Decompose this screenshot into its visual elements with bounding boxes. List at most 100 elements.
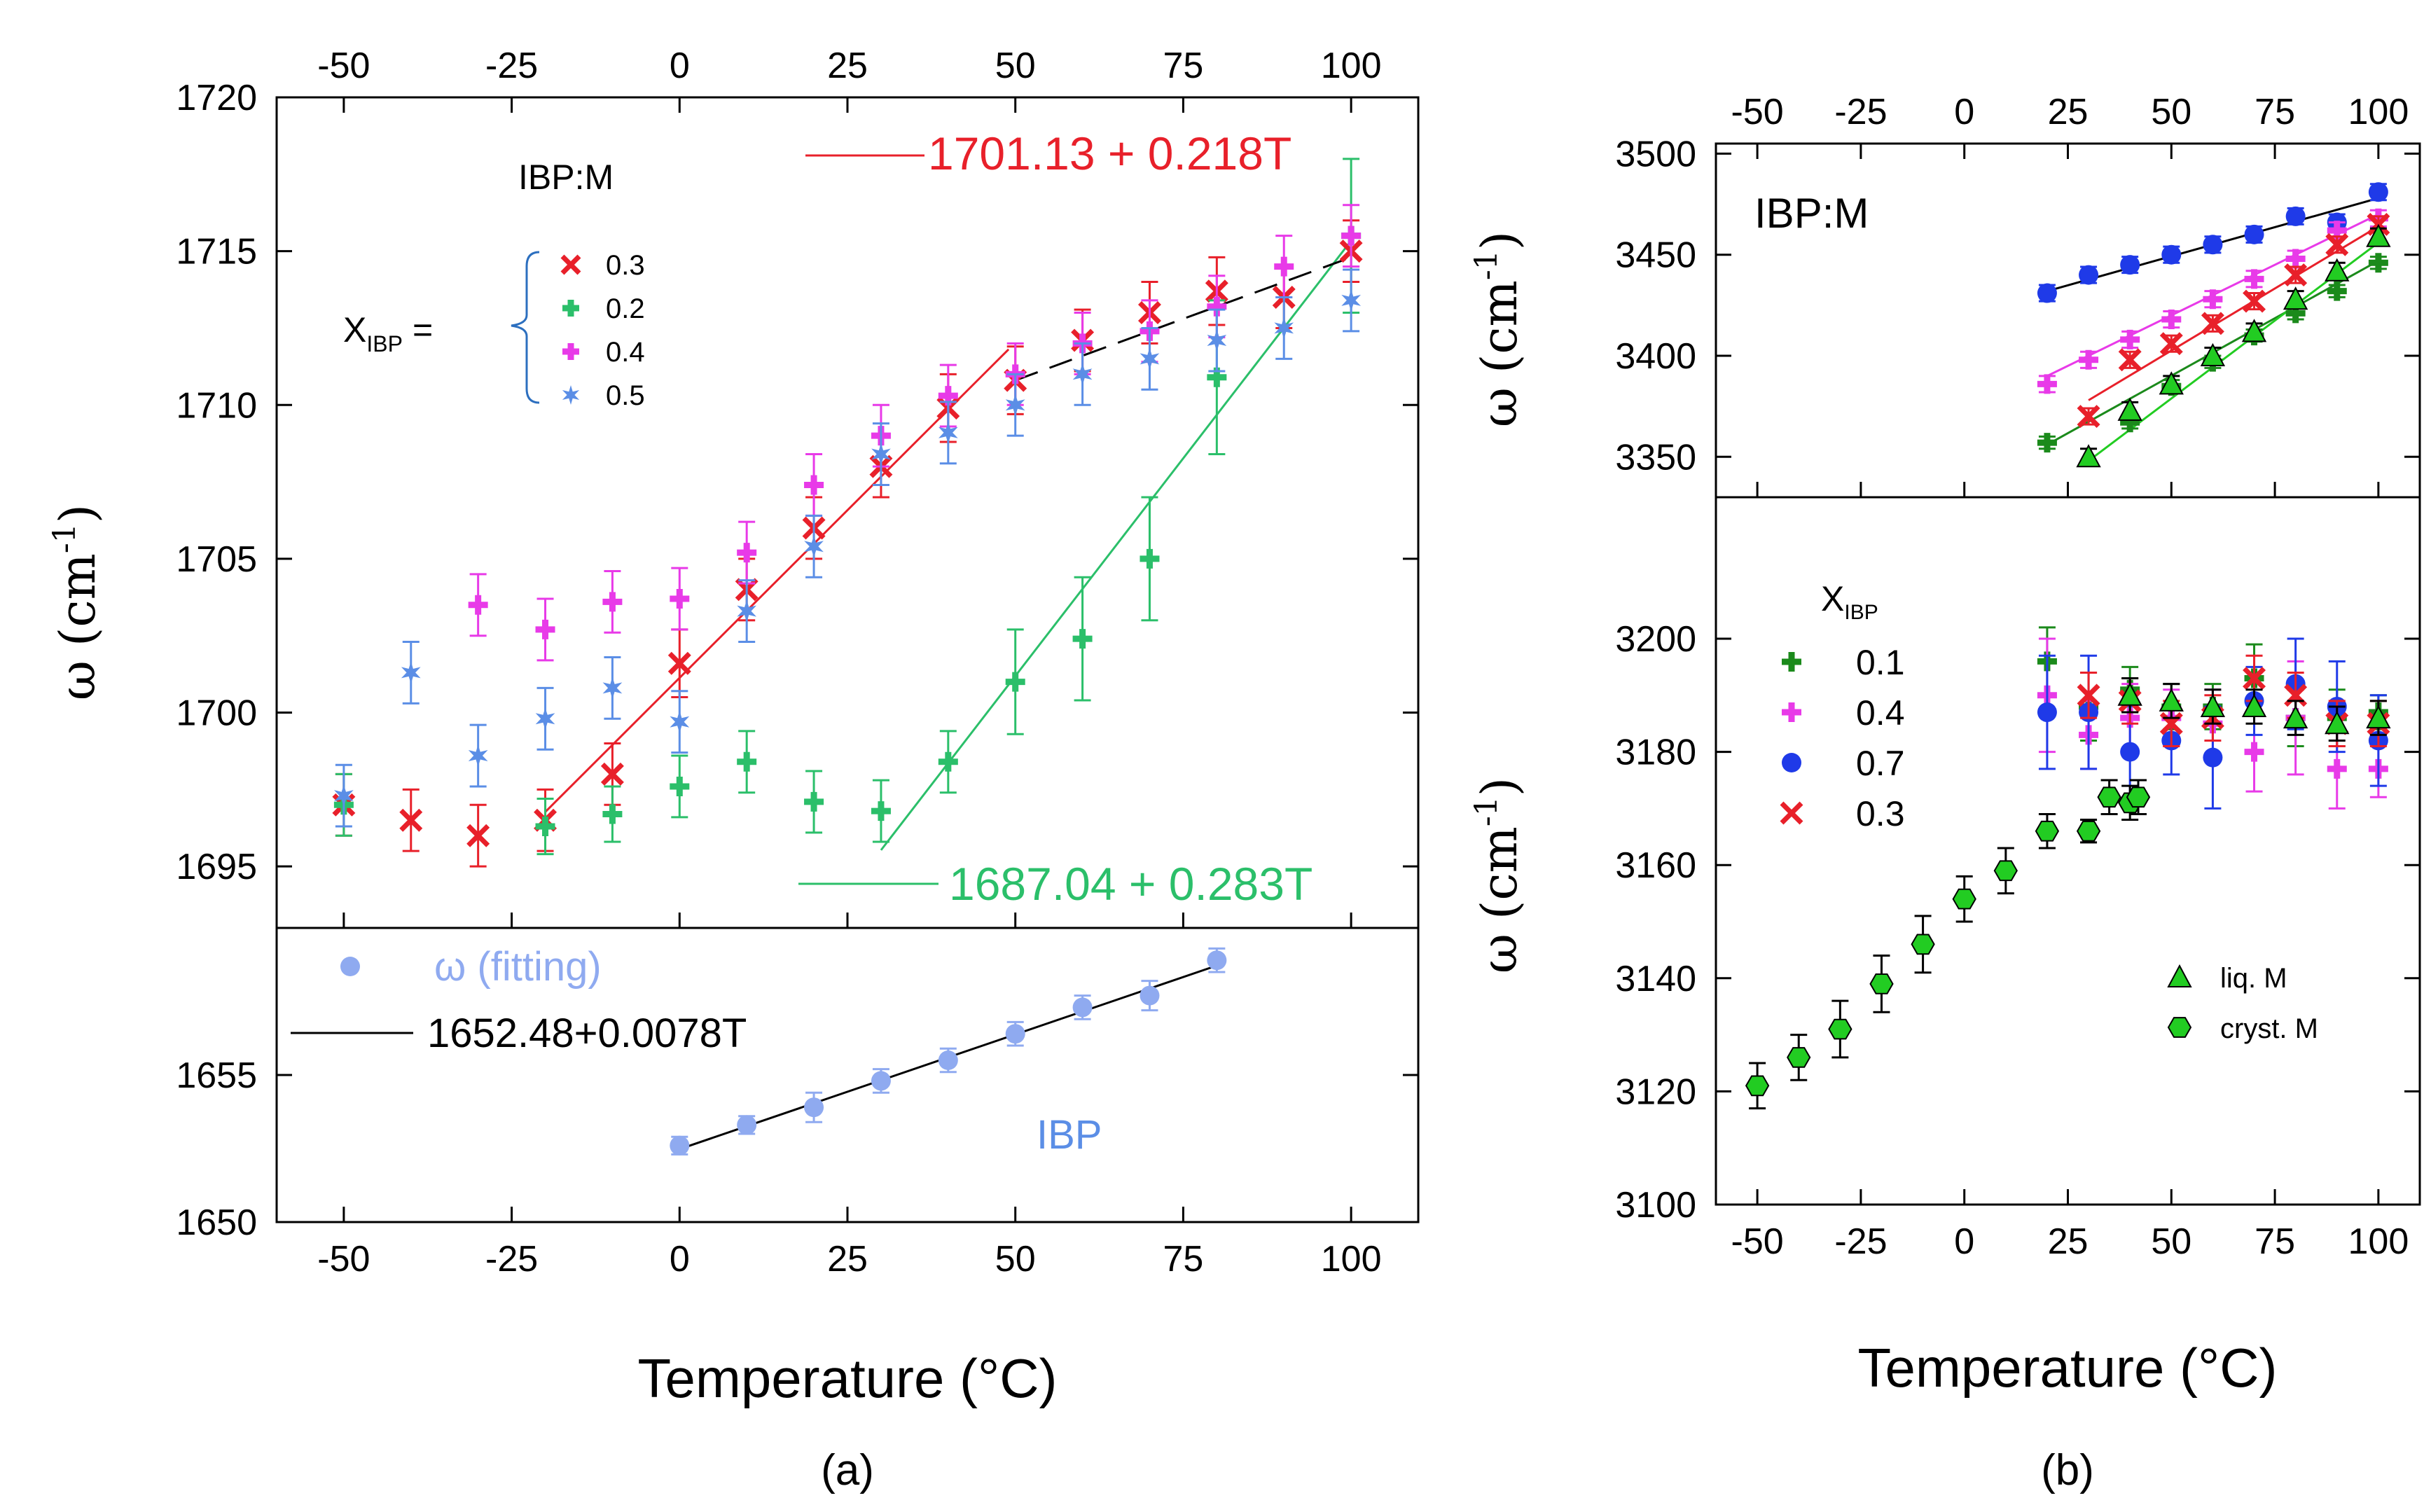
- data-point: [2244, 742, 2264, 762]
- omega-unit: (cm: [1471, 826, 1528, 920]
- legend-label-0.3: 0.3: [1856, 794, 1905, 833]
- data-point: [804, 791, 824, 812]
- data-point: [2201, 312, 2224, 335]
- data-point: [2325, 233, 2349, 256]
- x-tick-label-top: -50: [317, 46, 370, 86]
- data-point: [2076, 820, 2101, 842]
- data-point: [535, 619, 555, 639]
- data-point: [2037, 283, 2057, 303]
- x-tick-label: -50: [317, 1239, 370, 1279]
- y-tick-label: 3450: [1615, 235, 1696, 276]
- data-point: [1140, 548, 1160, 569]
- data-point: [2035, 820, 2060, 842]
- data-point: [2126, 786, 2151, 808]
- data-point: [1274, 256, 1294, 277]
- data-point: [2368, 182, 2388, 202]
- data-point: [1952, 888, 1976, 910]
- x-tick-label: 50: [2151, 1221, 2191, 1262]
- data-point: [871, 801, 891, 821]
- xibp-x: X: [1821, 579, 1844, 618]
- data-point: [2159, 371, 2184, 395]
- legend-marker-0.5: [562, 385, 580, 405]
- y-tick-label: 3140: [1615, 959, 1696, 999]
- y-tick-label: 3350: [1615, 437, 1696, 478]
- x-tick-label-top: -25: [1834, 92, 1887, 132]
- fitting-legend-marker: [340, 957, 360, 976]
- legend-marker-0.4: [1782, 702, 1801, 722]
- x-tick-label-top: 25: [827, 46, 868, 86]
- y-tick-label: 3400: [1615, 336, 1696, 377]
- data-point: [2161, 310, 2182, 330]
- data-point: [1787, 1047, 1811, 1068]
- x-tick-label: 75: [2255, 1221, 2295, 1262]
- data-point: [2283, 705, 2308, 729]
- x-tick-label: -25: [485, 1239, 538, 1279]
- x-tick-label-top: 100: [2348, 92, 2409, 132]
- y-tick-label: 1695: [176, 847, 257, 887]
- data-point: [2366, 705, 2391, 729]
- data-point: [938, 1050, 958, 1070]
- xibp-equals: =: [413, 310, 433, 349]
- data-point: [602, 592, 623, 612]
- omega-superscript: -1: [1469, 796, 1504, 826]
- data-point: [2161, 244, 2182, 265]
- data-point: [334, 784, 354, 807]
- panel-a-top-frame: [275, 96, 1420, 929]
- green-fit-line: [880, 240, 1352, 851]
- omega-superscript: -1: [1469, 250, 1504, 280]
- data-point: [2097, 786, 2121, 808]
- x-tick-label-top: 75: [1163, 46, 1203, 86]
- legend-brace: [511, 251, 540, 404]
- data-point: [2037, 433, 2057, 453]
- omega-superscript: -1: [47, 523, 83, 553]
- data-point: [1072, 629, 1093, 649]
- x-tick-label-top: 0: [670, 46, 690, 86]
- data-point: [466, 824, 490, 847]
- data-point: [602, 804, 623, 824]
- data-point: [939, 421, 958, 444]
- data-point: [2117, 682, 2142, 706]
- svg-text:ω(cm-1): ω (cm-1): [1469, 231, 1528, 427]
- x-tick-label: 0: [1954, 1221, 1974, 1262]
- b-ibp-m-annotation: IBP:M: [1754, 190, 1869, 237]
- data-point: [670, 588, 690, 609]
- data-point: [1005, 672, 1025, 692]
- data-point: [2079, 265, 2099, 285]
- y-tick-label: 3180: [1615, 733, 1696, 773]
- data-point: [1911, 934, 1935, 955]
- data-point: [737, 1115, 757, 1135]
- legend-label-0.1: 0.1: [1856, 643, 1905, 682]
- data-point: [2241, 319, 2267, 342]
- legend-label-cryst-M: cryst. M: [2220, 1013, 2318, 1044]
- data-point: [871, 443, 891, 466]
- x-tick-label: 50: [995, 1239, 1036, 1279]
- svg-text:XIBP=: XIBP =: [343, 310, 433, 356]
- x-tick-label: -25: [1834, 1221, 1887, 1262]
- series-0-3: [332, 219, 1363, 868]
- panel-a-label: (a): [821, 1446, 874, 1494]
- data-point: [2076, 444, 2101, 468]
- y-tick-label: 3200: [1615, 619, 1696, 660]
- y-tick-label: 1715: [176, 232, 257, 272]
- data-point: [2241, 693, 2267, 717]
- x-tick-label-top: 25: [2048, 92, 2089, 132]
- y-tick-label: 1705: [176, 539, 257, 580]
- data-point: [2120, 329, 2140, 349]
- panel-b-x-axis-title: Temperature (°C): [1857, 1337, 2277, 1399]
- x-tick-label: 0: [670, 1239, 690, 1279]
- series-0-3: [2077, 212, 2390, 429]
- data-point: [804, 1097, 824, 1118]
- data-point: [2203, 235, 2223, 255]
- y-tick-label: 1710: [176, 385, 257, 426]
- svg-text:ω(cm-1): ω (cm-1): [1469, 777, 1528, 973]
- data-point: [2368, 253, 2388, 273]
- data-point: [2079, 349, 2099, 370]
- x-tick-label-top: 0: [1954, 92, 1974, 132]
- data-point: [1005, 1024, 1025, 1044]
- data-point: [804, 535, 824, 558]
- legend-label-0.4: 0.4: [606, 337, 645, 368]
- data-point: [2283, 286, 2308, 310]
- data-point: [2203, 747, 2223, 768]
- xibp-x: X: [343, 310, 366, 349]
